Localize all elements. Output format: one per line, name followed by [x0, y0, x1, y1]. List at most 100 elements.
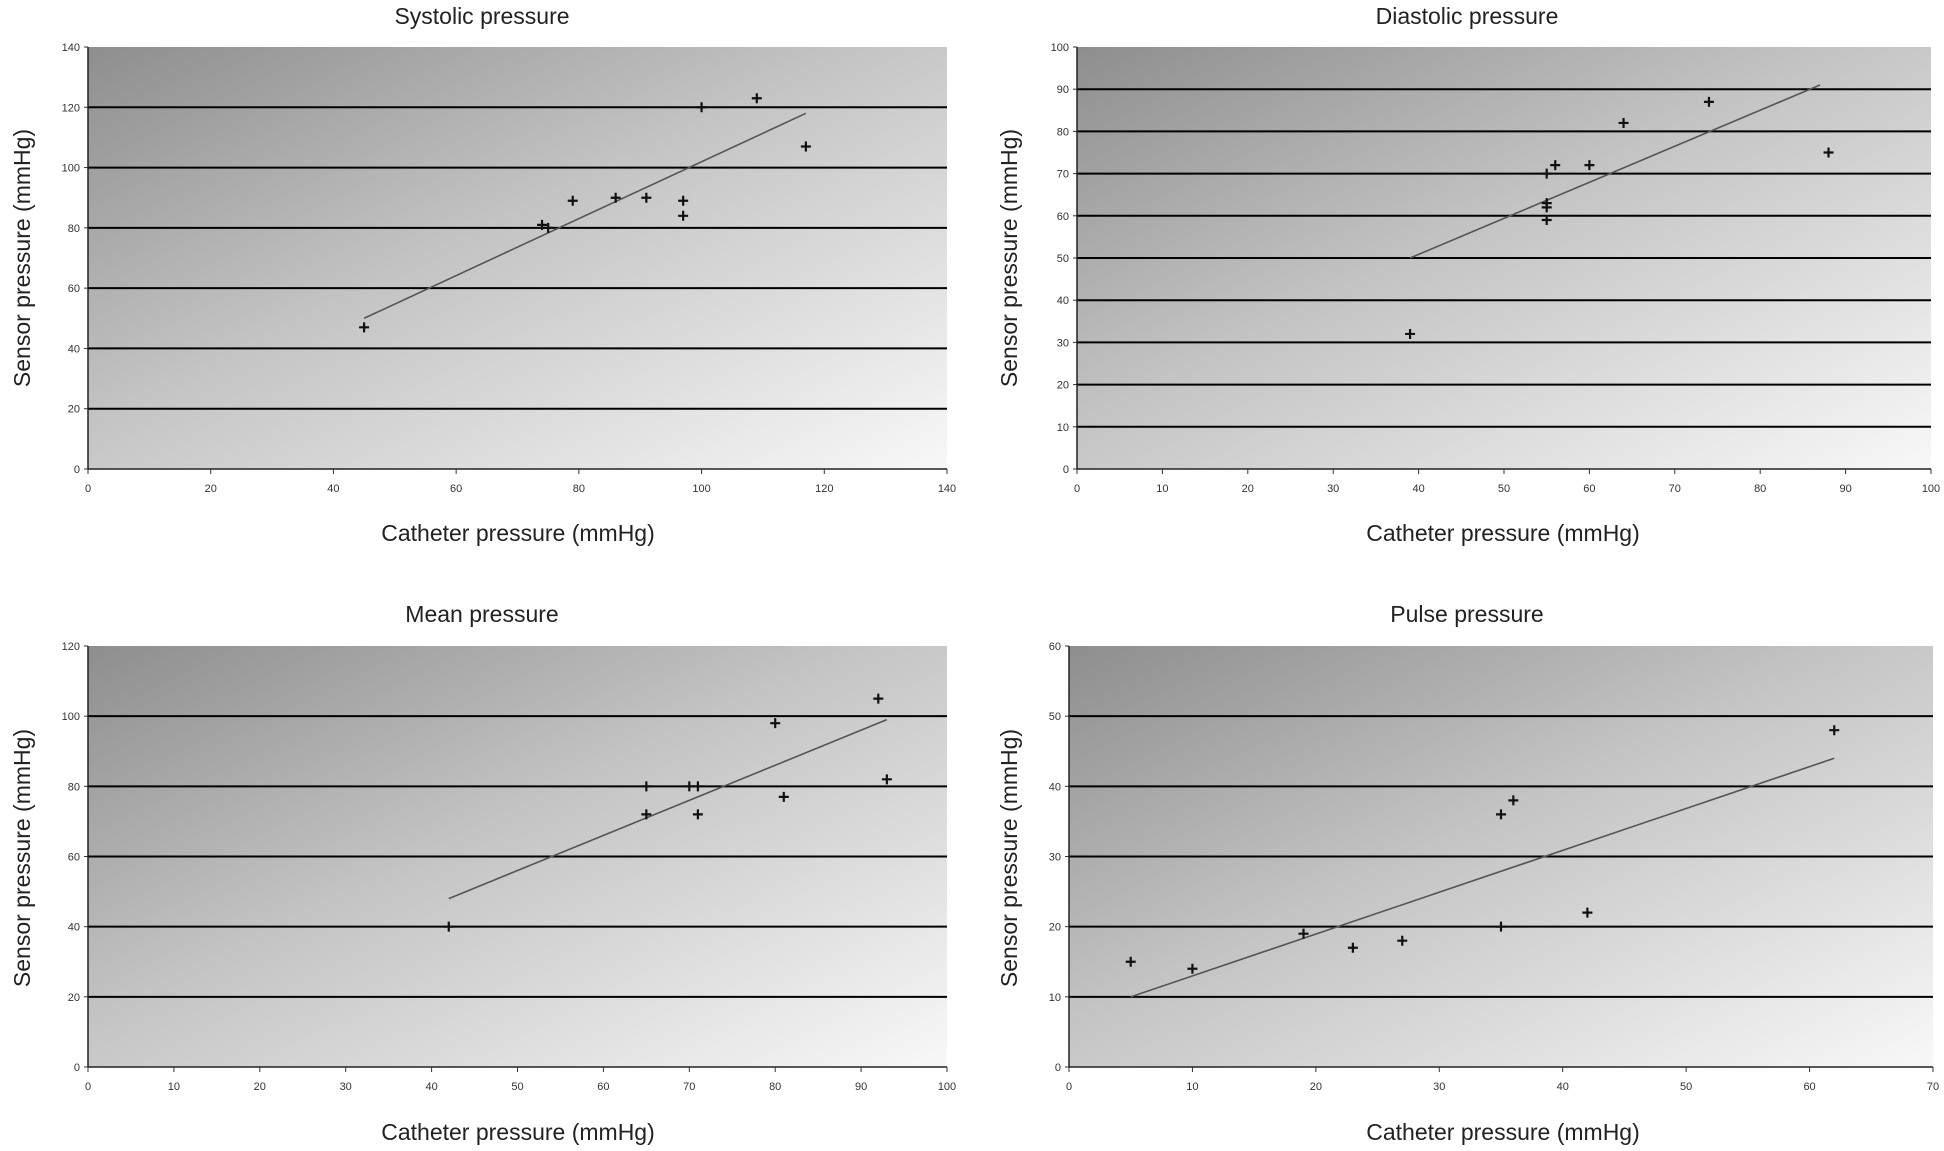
- x-tick-label: 20: [1310, 1081, 1322, 1093]
- x-tick-label: 10: [168, 1081, 180, 1093]
- y-tick-label: 70: [1057, 169, 1069, 181]
- y-tick-label: 60: [68, 283, 80, 295]
- x-tick-label: 80: [573, 483, 585, 495]
- chart-systolic: Systolic pressure Catheter pressure (mmH…: [9, 3, 956, 546]
- x-tick-label: 70: [1669, 483, 1681, 495]
- y-tick-label: 20: [68, 992, 80, 1004]
- trendline: [363, 112, 807, 320]
- x-axis-label: Catheter pressure (mmHg): [381, 520, 655, 546]
- y-tick-label: 10: [1057, 422, 1069, 434]
- data-point: [881, 774, 892, 785]
- x-tick-label: 60: [1803, 1081, 1815, 1093]
- data-point: [1187, 963, 1198, 974]
- trendline: [1409, 84, 1821, 259]
- y-tick-label: 140: [62, 42, 80, 54]
- y-tick-label: 90: [1057, 84, 1069, 96]
- data-point: [692, 781, 703, 792]
- x-tick-label: 40: [327, 483, 339, 495]
- data-point: [537, 219, 548, 230]
- data-point: [1541, 215, 1552, 226]
- data-point: [1298, 928, 1309, 939]
- x-tick-label: 100: [692, 483, 710, 495]
- data-point: [770, 718, 781, 729]
- y-tick-label: 20: [1057, 380, 1069, 392]
- x-tick-label: 100: [1922, 483, 1940, 495]
- x-tick-label: 40: [1557, 1081, 1569, 1093]
- x-tick-label: 0: [85, 1081, 91, 1093]
- y-axis-label: Sensor pressure (mmHg): [996, 129, 1022, 387]
- data-point: [1125, 956, 1136, 967]
- x-tick-label: 10: [1186, 1081, 1198, 1093]
- x-tick-label: 20: [254, 1081, 266, 1093]
- x-tick-label: 80: [1754, 483, 1766, 495]
- data-point: [1823, 147, 1834, 158]
- x-tick-label: 20: [205, 483, 217, 495]
- data-point: [1405, 328, 1416, 339]
- y-tick-label: 40: [1057, 295, 1069, 307]
- data-point: [1829, 725, 1840, 736]
- x-tick-label: 90: [1839, 483, 1851, 495]
- y-tick-label: 60: [1049, 641, 1061, 653]
- plot-area: [88, 47, 947, 469]
- data-point: [1541, 198, 1552, 209]
- x-tick-label: 120: [815, 483, 833, 495]
- x-tick-label: 0: [1074, 483, 1080, 495]
- x-tick-label: 90: [855, 1081, 867, 1093]
- data-point: [678, 210, 689, 221]
- y-tick-label: 0: [1063, 464, 1069, 476]
- data-point: [873, 693, 884, 704]
- data-point: [1496, 809, 1506, 820]
- x-tick-label: 80: [769, 1081, 781, 1093]
- x-tick-label: 60: [1583, 483, 1595, 495]
- y-tick-label: 40: [68, 343, 80, 355]
- y-tick-label: 0: [74, 464, 80, 476]
- x-tick-label: 40: [1412, 483, 1424, 495]
- y-tick-label: 0: [1055, 1062, 1061, 1074]
- y-axis-label: Sensor pressure (mmHg): [996, 729, 1022, 987]
- y-tick-label: 60: [68, 852, 80, 864]
- y-tick-label: 40: [68, 922, 80, 934]
- data-point: [1618, 117, 1629, 128]
- x-axis-label: Catheter pressure (mmHg): [1366, 520, 1640, 546]
- x-tick-label: 0: [85, 483, 91, 495]
- y-tick-label: 100: [62, 711, 80, 723]
- data-point: [443, 921, 454, 932]
- x-tick-label: 70: [1927, 1081, 1939, 1093]
- y-tick-label: 20: [68, 404, 80, 416]
- data-point: [1508, 795, 1519, 806]
- x-tick-label: 30: [340, 1081, 352, 1093]
- x-tick-label: 30: [1327, 483, 1339, 495]
- x-axis-label: Catheter pressure (mmHg): [1366, 1119, 1640, 1145]
- data-point: [1397, 935, 1408, 946]
- data-point: [800, 141, 811, 152]
- y-axis-label: Sensor pressure (mmHg): [9, 729, 35, 987]
- y-tick-label: 20: [1049, 922, 1061, 934]
- y-tick-label: 100: [1051, 42, 1069, 54]
- data-point: [1550, 160, 1561, 171]
- data-point: [1347, 942, 1358, 953]
- data-point: [641, 781, 652, 792]
- x-tick-label: 50: [1680, 1081, 1692, 1093]
- y-tick-label: 120: [62, 641, 80, 653]
- x-tick-label: 70: [683, 1081, 695, 1093]
- x-tick-label: 60: [597, 1081, 609, 1093]
- data-point: [1541, 168, 1552, 179]
- chart-pulse: Pulse pressure Catheter pressure (mmHg) …: [996, 601, 1939, 1145]
- y-tick-label: 120: [62, 102, 80, 114]
- data-point: [1703, 96, 1714, 107]
- data-point: [696, 102, 707, 113]
- x-tick-label: 0: [1066, 1081, 1072, 1093]
- data-point: [567, 195, 578, 206]
- chart-title: Systolic pressure: [394, 3, 569, 29]
- data-point: [678, 195, 689, 206]
- data-point: [1582, 907, 1593, 918]
- data-point: [778, 791, 789, 802]
- chart-diastolic: Diastolic pressure Catheter pressure (mm…: [996, 3, 1940, 546]
- data-point: [684, 781, 695, 792]
- data-point: [641, 809, 652, 820]
- y-tick-label: 0: [74, 1062, 80, 1074]
- y-tick-label: 60: [1057, 211, 1069, 223]
- x-tick-label: 50: [1498, 483, 1510, 495]
- x-tick-label: 140: [938, 483, 956, 495]
